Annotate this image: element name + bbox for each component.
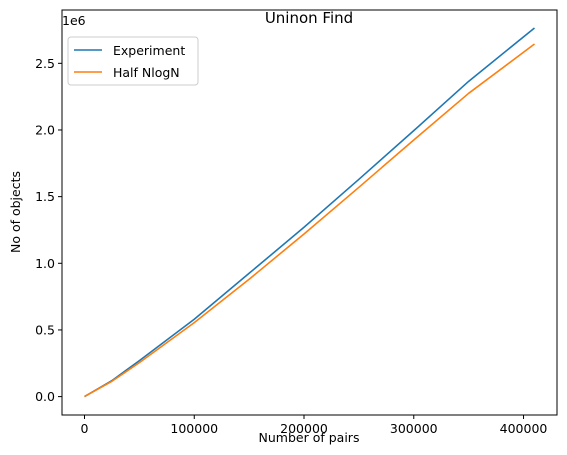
y-tick-label: 1.5 — [35, 189, 55, 204]
x-axis-label: Number of pairs — [259, 430, 360, 445]
plot-frame — [61, 9, 558, 416]
series-layer — [84, 27, 536, 398]
y-tick-label: 1.0 — [35, 256, 55, 271]
chart-title: Uninon Find — [265, 9, 353, 27]
legend-label-experiment: Experiment — [113, 43, 185, 58]
legend-box — [67, 36, 199, 86]
series-line-experiment — [84, 27, 536, 398]
x-tick-label: 300000 — [390, 421, 438, 436]
y-axis-label: No of objects — [8, 171, 23, 253]
x-tick-label: 200000 — [280, 421, 328, 436]
x-tick-label: 100000 — [170, 421, 218, 436]
x-tick-label: 0 — [81, 421, 89, 436]
y-tick-label: 2.0 — [35, 122, 55, 137]
x-axis: 0 100000 200000 300000 400000 — [81, 415, 548, 436]
legend-label-half-nlogn: Half NlogN — [113, 65, 180, 80]
y-axis: 0.0 0.5 1.0 1.5 2.0 2.5 — [35, 56, 62, 404]
y-tick-label: 2.5 — [35, 56, 55, 71]
y-offset-text: 1e6 — [62, 13, 86, 28]
series-line-half-nlogn — [84, 43, 535, 398]
y-tick-label: 0.0 — [35, 389, 55, 404]
x-tick-label: 400000 — [500, 421, 548, 436]
y-tick-label: 0.5 — [35, 322, 55, 337]
legend: Experiment Half NlogN — [67, 36, 199, 86]
